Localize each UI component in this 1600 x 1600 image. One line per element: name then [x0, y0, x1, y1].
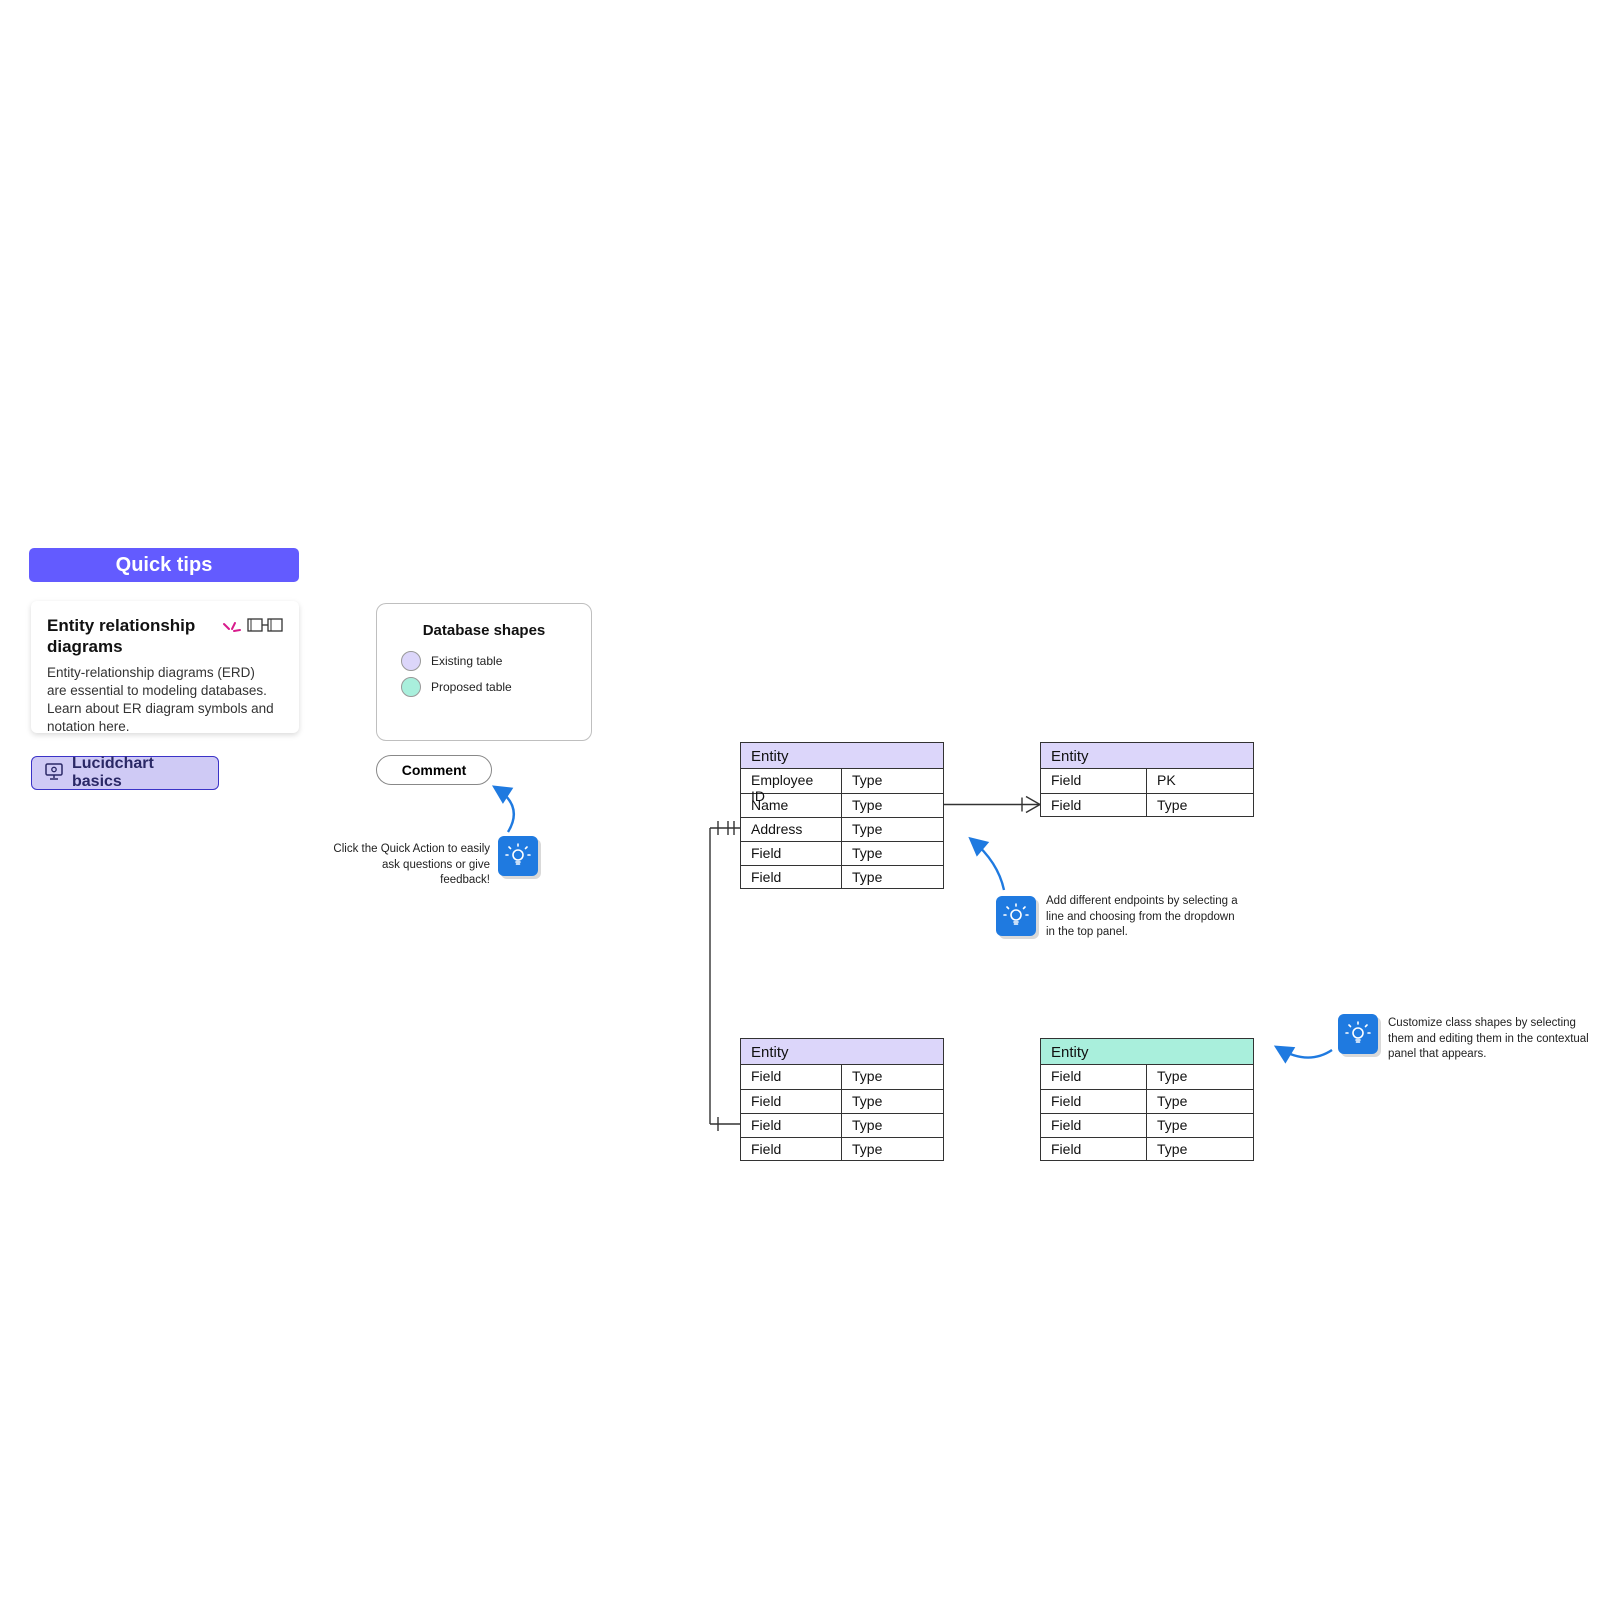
tip-bulb-customize[interactable]: [1338, 1014, 1378, 1054]
tip-text-endpoints: Add different endpoints by selecting a l…: [1046, 894, 1246, 941]
entity-row[interactable]: FieldType: [741, 1137, 943, 1161]
erd-glyph-icon: [247, 615, 283, 640]
quick-tips-header: Quick tips: [29, 548, 299, 582]
entity-row[interactable]: Employee IDType: [741, 769, 943, 793]
presentation-icon: [44, 761, 64, 786]
entity-row[interactable]: FieldPK: [1041, 769, 1253, 793]
entity-row[interactable]: FieldType: [741, 1113, 943, 1137]
legend-swatch: [401, 677, 421, 697]
tip-text-customize: Customize class shapes by selecting them…: [1388, 1016, 1596, 1063]
comment-button[interactable]: Comment: [376, 755, 492, 785]
entity-cell-type: PK: [1147, 769, 1253, 793]
entity-cell-field: Field: [1041, 769, 1147, 793]
entity-row[interactable]: FieldType: [1041, 1065, 1253, 1089]
entity-cell-field: Employee ID: [741, 769, 842, 793]
entity-cell-field: Field: [741, 1138, 842, 1161]
entity-cell-field: Field: [1041, 1138, 1147, 1161]
entity-e4[interactable]: EntityFieldTypeFieldTypeFieldTypeFieldTy…: [1040, 1038, 1254, 1161]
connector-branch: [710, 821, 740, 1131]
lucidchart-basics-button[interactable]: Lucidchart basics: [31, 756, 219, 790]
entity-cell-type: Type: [842, 1138, 943, 1161]
entity-cell-field: Field: [1041, 1065, 1147, 1089]
entity-row[interactable]: FieldType: [741, 1089, 943, 1113]
tip-arrow: [496, 788, 514, 832]
entity-e2[interactable]: EntityFieldPKFieldType: [1040, 742, 1254, 817]
entity-row[interactable]: FieldType: [741, 841, 943, 865]
entity-cell-type: Type: [842, 1065, 943, 1089]
entity-header: Entity: [1041, 743, 1253, 769]
erd-card-body: Entity-relationship diagrams (ERD) are e…: [47, 664, 277, 737]
tip-bulb-comment[interactable]: [498, 836, 538, 876]
comment-label: Comment: [402, 762, 467, 778]
erd-card-title: Entity relationship diagrams: [47, 615, 207, 658]
entity-row[interactable]: FieldType: [1041, 1089, 1253, 1113]
entity-cell-type: Type: [842, 769, 943, 793]
legend-row: Proposed table: [401, 677, 567, 697]
tip-arrow: [972, 840, 1004, 890]
tip-arrow: [1278, 1048, 1332, 1058]
entity-row[interactable]: NameType: [741, 793, 943, 817]
entity-row[interactable]: FieldType: [741, 1065, 943, 1089]
entity-e3[interactable]: EntityFieldTypeFieldTypeFieldTypeFieldTy…: [740, 1038, 944, 1161]
entity-cell-field: Field: [1041, 794, 1147, 817]
legend-row: Existing table: [401, 651, 567, 671]
entity-cell-field: Field: [741, 1090, 842, 1113]
entity-cell-type: Type: [842, 1090, 943, 1113]
entity-row[interactable]: FieldType: [1041, 1113, 1253, 1137]
entity-body: FieldTypeFieldTypeFieldTypeFieldType: [741, 1065, 943, 1161]
lucidchart-basics-label: Lucidchart basics: [72, 755, 206, 791]
entity-cell-type: Type: [1147, 794, 1253, 817]
entity-body: FieldTypeFieldTypeFieldTypeFieldType: [1041, 1065, 1253, 1161]
entity-header: Entity: [741, 743, 943, 769]
entity-cell-field: Address: [741, 818, 842, 841]
entity-cell-type: Type: [842, 1114, 943, 1137]
tip-text-comment: Click the Quick Action to easily ask que…: [330, 842, 490, 889]
legend-swatch: [401, 651, 421, 671]
entity-cell-field: Field: [1041, 1090, 1147, 1113]
legend-label: Existing table: [431, 654, 502, 668]
entity-cell-type: Type: [1147, 1114, 1253, 1137]
entity-row[interactable]: AddressType: [741, 817, 943, 841]
legend-title: Database shapes: [401, 622, 567, 639]
entity-row[interactable]: FieldType: [1041, 1137, 1253, 1161]
entity-cell-type: Type: [1147, 1065, 1253, 1089]
entity-cell-field: Name: [741, 794, 842, 817]
connector-e1-e2: [944, 797, 1040, 813]
legend-box: Database shapes Existing table Proposed ta…: [376, 603, 592, 741]
entity-e1[interactable]: EntityEmployee IDTypeNameTypeAddressType…: [740, 742, 944, 889]
entity-cell-type: Type: [842, 842, 943, 865]
entity-cell-field: Field: [741, 866, 842, 889]
entity-cell-field: Field: [1041, 1114, 1147, 1137]
entity-cell-field: Field: [741, 842, 842, 865]
entity-cell-field: Field: [741, 1065, 842, 1089]
erd-card[interactable]: Entity relationship diagramsEntity-relat…: [31, 601, 299, 733]
entity-cell-type: Type: [842, 866, 943, 889]
tip-bulb-endpoints[interactable]: [996, 896, 1036, 936]
entity-header: Entity: [741, 1039, 943, 1065]
entity-row[interactable]: FieldType: [1041, 793, 1253, 817]
entity-header: Entity: [1041, 1039, 1253, 1065]
entity-cell-type: Type: [1147, 1090, 1253, 1113]
entity-cell-type: Type: [842, 794, 943, 817]
entity-body: FieldPKFieldType: [1041, 769, 1253, 817]
entity-cell-type: Type: [842, 818, 943, 841]
entity-cell-field: Field: [741, 1114, 842, 1137]
cursor-sparkle-icon: [221, 621, 243, 644]
legend-label: Proposed table: [431, 680, 512, 694]
entity-body: Employee IDTypeNameTypeAddressTypeFieldT…: [741, 769, 943, 889]
entity-row[interactable]: FieldType: [741, 865, 943, 889]
entity-cell-type: Type: [1147, 1138, 1253, 1161]
